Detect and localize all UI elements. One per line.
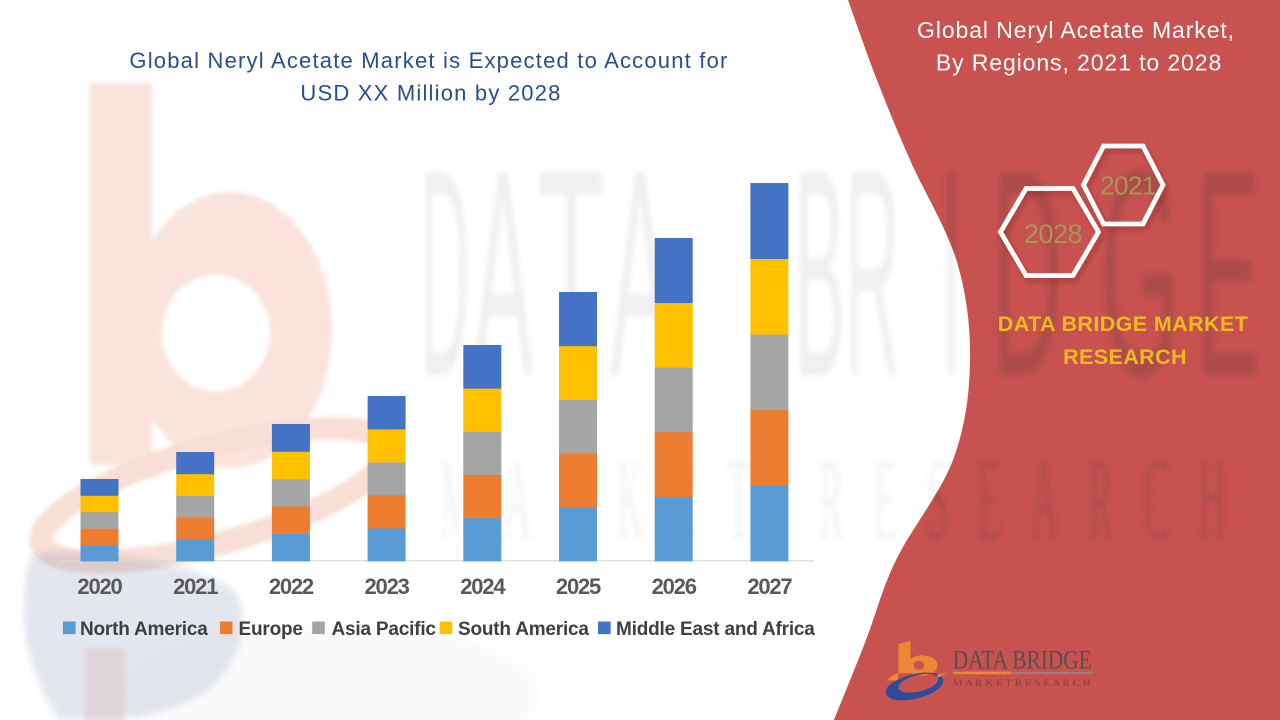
svg-text:2021: 2021 [1100,171,1156,201]
svg-text:2025: 2025 [556,574,601,599]
svg-text:2026: 2026 [652,574,697,599]
svg-text:2023: 2023 [365,574,410,599]
svg-text:2020: 2020 [77,574,122,599]
svg-text:Global Neryl Acetate Market is: Global Neryl Acetate Market is Expected … [129,48,728,73]
svg-text:Middle East and Africa: Middle East and Africa [616,619,815,640]
svg-text:Global Neryl Acetate Market,: Global Neryl Acetate Market, [917,17,1235,43]
svg-text:Asia Pacific: Asia Pacific [332,619,437,640]
svg-text:RESEARCH: RESEARCH [1063,345,1187,369]
svg-text:2021: 2021 [173,574,218,599]
svg-text:D: D [420,108,470,438]
svg-text:USD XX Million by 2028: USD XX Million by 2028 [300,81,561,106]
svg-text:B: B [794,108,845,438]
svg-text:2022: 2022 [269,574,314,599]
svg-text:By Regions, 2021 to 2028: By Regions, 2021 to 2028 [936,50,1222,76]
svg-text:R: R [845,108,900,438]
svg-text:2028: 2028 [1024,219,1082,249]
svg-text:2024: 2024 [460,574,506,599]
svg-text:South America: South America [458,619,589,640]
svg-text:M A R K E T R E S E A R C H: M A R K E T R E S E A R C H [953,679,1091,689]
svg-text:E: E [1196,108,1260,438]
svg-text:North America: North America [80,619,208,640]
svg-text:G: G [1100,108,1180,438]
svg-text:Europe: Europe [239,619,303,640]
svg-text:DATA BRIDGE MARKET: DATA BRIDGE MARKET [998,312,1248,336]
svg-text:DATA BRIDGE: DATA BRIDGE [953,645,1092,674]
svg-text:2027: 2027 [747,574,792,599]
